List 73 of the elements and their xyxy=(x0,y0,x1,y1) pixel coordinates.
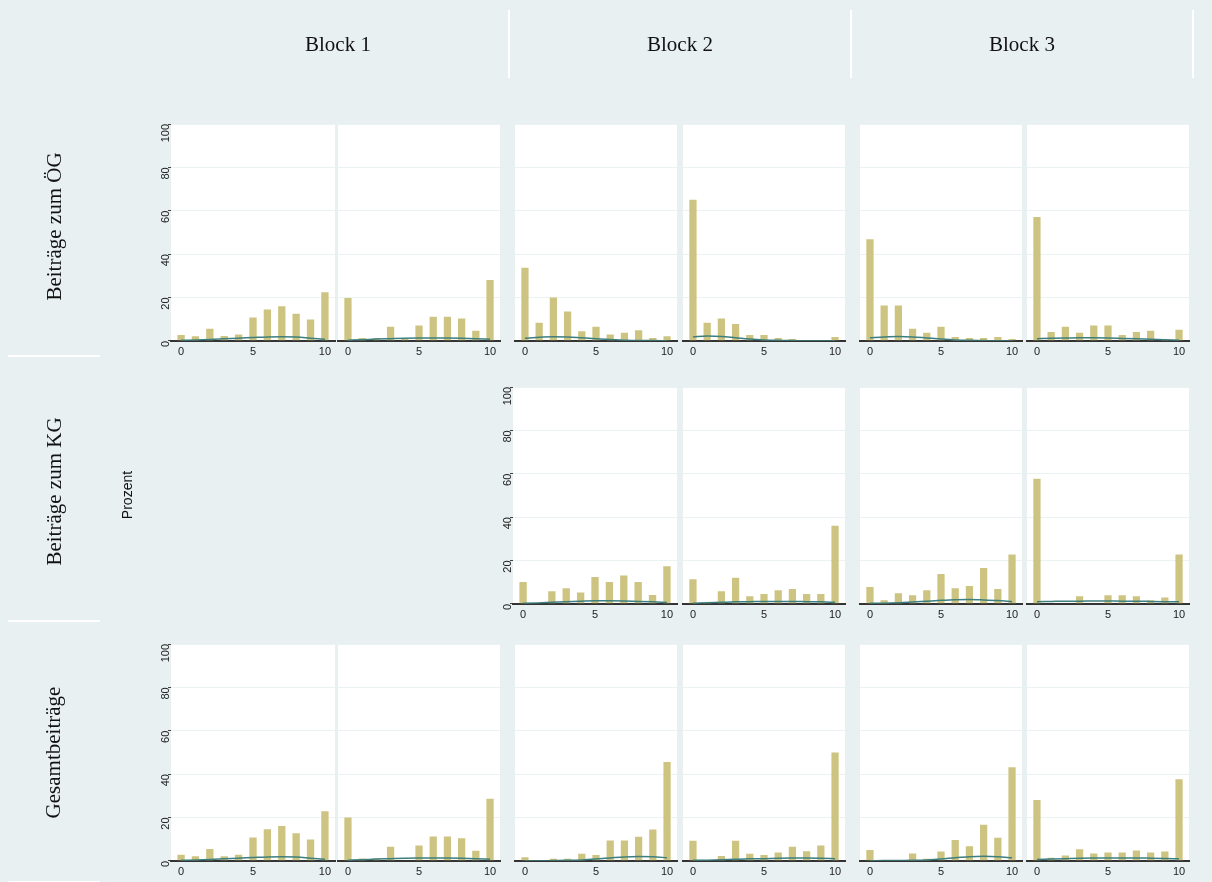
x-tick-label: 10 xyxy=(483,345,497,358)
y-tick-label: 0 xyxy=(159,340,172,347)
x-tick-label: 0 xyxy=(1033,865,1041,878)
text: Block 2 xyxy=(510,10,852,78)
x-tick-label: 10 xyxy=(828,608,842,621)
x-tick-label: 0 xyxy=(178,865,185,878)
y-tick-label: 40 xyxy=(159,774,172,787)
y-tick-label: 80 xyxy=(159,687,172,700)
x-tick-label: 5 xyxy=(1104,345,1112,358)
x-tick-label: 5 xyxy=(937,608,945,621)
x-tick-label: 5 xyxy=(937,865,945,878)
text: Block 3 xyxy=(852,10,1194,78)
x-tick-label: 0 xyxy=(344,865,352,878)
y-tick-label: 0 xyxy=(159,860,172,867)
y-tick-label: 80 xyxy=(159,167,172,180)
x-tick-label: 10 xyxy=(660,345,674,358)
y-tick-label: 40 xyxy=(501,517,514,530)
x-tick-label: 10 xyxy=(1005,345,1019,358)
x-tick-label: 10 xyxy=(660,608,674,621)
x-tick-label: 0 xyxy=(521,865,529,878)
x-tick-label: 5 xyxy=(760,865,768,878)
x-tick-label: 5 xyxy=(591,608,599,621)
x-tick-label: 10 xyxy=(828,345,842,358)
x-tick-label: 5 xyxy=(760,345,768,358)
x-tick-label: 10 xyxy=(1172,865,1186,878)
x-tick-label: 0 xyxy=(344,345,352,358)
text: Beiträge zum KG xyxy=(41,416,67,566)
x-tick-label: 5 xyxy=(592,345,600,358)
x-tick-label: 10 xyxy=(1005,865,1019,878)
y-tick-label: 100 xyxy=(159,124,172,143)
x-tick-label: 5 xyxy=(1104,608,1112,621)
text: Gesamtbeiträge xyxy=(41,686,67,818)
y-tick-label: 0 xyxy=(501,603,514,610)
x-tick-label: 10 xyxy=(318,865,332,878)
y-tick-label: 60 xyxy=(159,210,172,223)
x-tick-label: 0 xyxy=(520,608,527,621)
y-tick-label: 100 xyxy=(159,644,172,663)
x-tick-label: 10 xyxy=(483,865,497,878)
x-tick-label: 10 xyxy=(318,345,332,358)
x-tick-label: 0 xyxy=(1033,608,1041,621)
x-tick-label: 10 xyxy=(1172,608,1186,621)
x-tick-label: 0 xyxy=(689,345,697,358)
y-tick-label: 100 xyxy=(501,387,514,406)
x-tick-label: 10 xyxy=(1172,345,1186,358)
y-tick-label: 60 xyxy=(159,730,172,743)
text: Block 1 xyxy=(168,10,510,78)
x-tick-label: 5 xyxy=(415,865,423,878)
x-tick-label: 0 xyxy=(689,608,697,621)
y-tick-label: 20 xyxy=(501,560,514,573)
text: Prozent xyxy=(119,470,135,520)
x-tick-label: 5 xyxy=(249,345,257,358)
x-tick-label: 0 xyxy=(178,345,185,358)
text: Beiträge zum ÖG xyxy=(41,151,67,301)
x-tick-label: 5 xyxy=(1104,865,1112,878)
x-tick-label: 0 xyxy=(866,345,874,358)
y-tick-label: 60 xyxy=(501,473,514,486)
x-tick-label: 0 xyxy=(866,608,874,621)
x-tick-label: 0 xyxy=(1033,345,1041,358)
y-tick-label: 20 xyxy=(159,817,172,830)
y-tick-label: 40 xyxy=(159,254,172,267)
x-tick-label: 0 xyxy=(689,865,697,878)
x-tick-label: 5 xyxy=(937,345,945,358)
x-tick-label: 5 xyxy=(249,865,257,878)
x-tick-label: 10 xyxy=(828,865,842,878)
y-tick-label: 20 xyxy=(159,297,172,310)
y-tick-label: 80 xyxy=(501,430,514,443)
x-tick-label: 5 xyxy=(760,608,768,621)
x-tick-label: 5 xyxy=(592,865,600,878)
x-tick-label: 5 xyxy=(415,345,423,358)
x-tick-label: 0 xyxy=(521,345,529,358)
x-tick-label: 0 xyxy=(866,865,874,878)
x-tick-label: 10 xyxy=(1005,608,1019,621)
x-tick-label: 10 xyxy=(660,865,674,878)
